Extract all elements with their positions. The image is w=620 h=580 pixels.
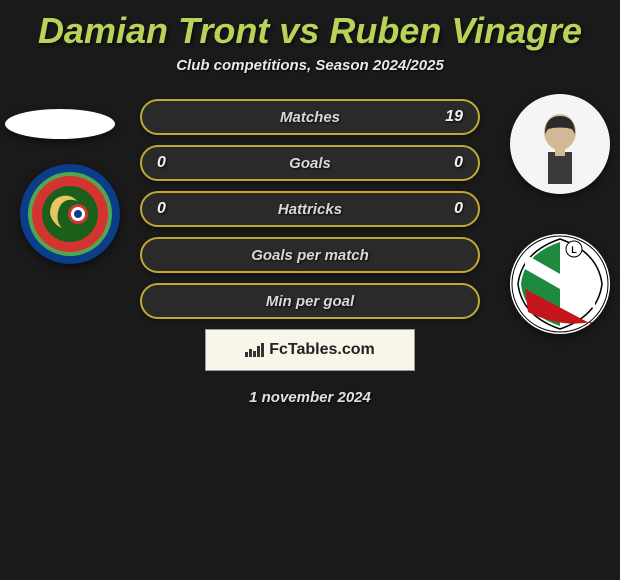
page-title: Damian Tront vs Ruben Vinagre	[38, 10, 582, 51]
stat-label: Min per goal	[266, 293, 354, 310]
stats-container: Matches 19 0 Goals 0 0 Hattricks 0 Goals…	[140, 99, 480, 319]
stat-label: Goals per match	[251, 247, 369, 264]
stat-label: Hattricks	[278, 201, 342, 218]
stat-right-value: 0	[454, 154, 463, 172]
stat-left-value: 0	[157, 154, 166, 172]
club-left-badge	[20, 164, 120, 264]
stat-row-gpm: Goals per match	[140, 237, 480, 273]
fctables-attribution: FcTables.com	[205, 329, 415, 371]
stat-right-value: 0	[454, 200, 463, 218]
stat-row-matches: Matches 19	[140, 99, 480, 135]
stat-right-value: 19	[445, 108, 463, 126]
fctables-label: FcTables.com	[245, 341, 375, 359]
player-right-avatar	[510, 94, 610, 194]
stat-label: Goals	[289, 155, 331, 172]
svg-text:L: L	[571, 245, 577, 255]
stat-row-goals: 0 Goals 0	[140, 145, 480, 181]
club-right-badge: L	[510, 234, 610, 334]
page-title-container: Damian Tront vs Ruben Vinagre	[0, 0, 620, 57]
stat-row-mpg: Min per goal	[140, 283, 480, 319]
stat-left-value: 0	[157, 200, 166, 218]
person-icon	[520, 104, 600, 184]
stat-row-hattricks: 0 Hattricks 0	[140, 191, 480, 227]
fctables-text: FcTables.com	[269, 341, 375, 359]
bar-chart-icon	[245, 343, 264, 357]
date-text: 1 november 2024	[0, 389, 620, 406]
player-left-avatar	[5, 109, 115, 139]
subtitle: Club competitions, Season 2024/2025	[0, 57, 620, 74]
stat-label: Matches	[280, 109, 340, 126]
main-content: L Matches 19 0 Goals 0 0 Hattricks 0 Goa…	[0, 99, 620, 406]
